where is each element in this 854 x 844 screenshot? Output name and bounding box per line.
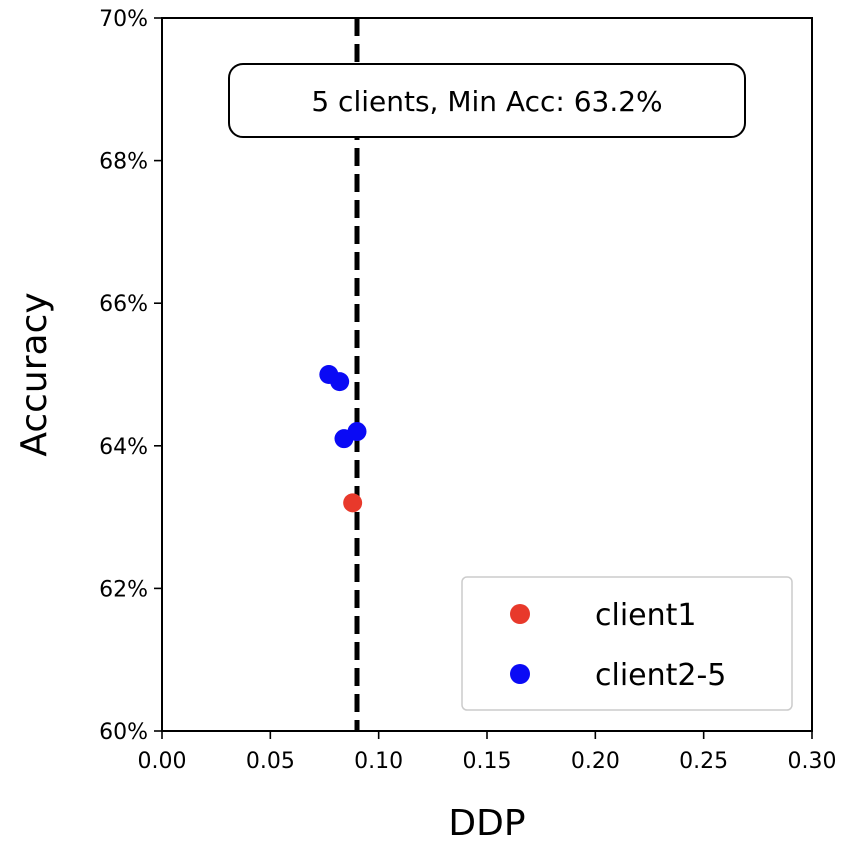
legend-label-client2-5: client2-5 — [595, 658, 726, 693]
y-tick-label: 70% — [99, 7, 148, 32]
x-tick-label: 0.30 — [788, 749, 837, 774]
y-axis-ticks: 60% 62% 64% 66% 68% 70% — [99, 7, 162, 745]
legend-label-client1: client1 — [595, 598, 696, 633]
data-points — [319, 365, 367, 513]
y-tick-label: 66% — [99, 292, 148, 317]
y-tick-label: 64% — [99, 435, 148, 460]
annotation-box-frame — [228, 63, 746, 138]
legend-marker-client1 — [510, 604, 530, 624]
y-tick-label: 62% — [99, 577, 148, 602]
x-tick-label: 0.10 — [354, 749, 403, 774]
data-point-client2-5-3 — [347, 422, 367, 442]
x-tick-label: 0.00 — [138, 749, 187, 774]
x-tick-label: 0.25 — [679, 749, 728, 774]
x-tick-label: 0.15 — [463, 749, 512, 774]
legend: client1 client2-5 — [461, 576, 793, 711]
annotation-box: 5 clients, Min Acc: 63.2% — [228, 63, 746, 138]
annotation-text: 5 clients, Min Acc: 63.2% — [311, 85, 662, 118]
x-axis-title: DDP — [448, 803, 525, 844]
data-point-client2-5-1 — [330, 372, 350, 392]
x-axis-ticks: 0.00 0.05 0.10 0.15 0.20 0.25 0.30 — [138, 731, 837, 774]
x-tick-label: 0.20 — [571, 749, 620, 774]
y-tick-label: 68% — [99, 150, 148, 175]
data-point-client1-0 — [343, 493, 363, 513]
legend-frame — [461, 576, 793, 711]
x-tick-label: 0.05 — [246, 749, 295, 774]
y-tick-label: 60% — [99, 720, 148, 745]
legend-marker-client2-5 — [510, 664, 530, 684]
y-axis-title: Accuracy — [14, 292, 55, 456]
